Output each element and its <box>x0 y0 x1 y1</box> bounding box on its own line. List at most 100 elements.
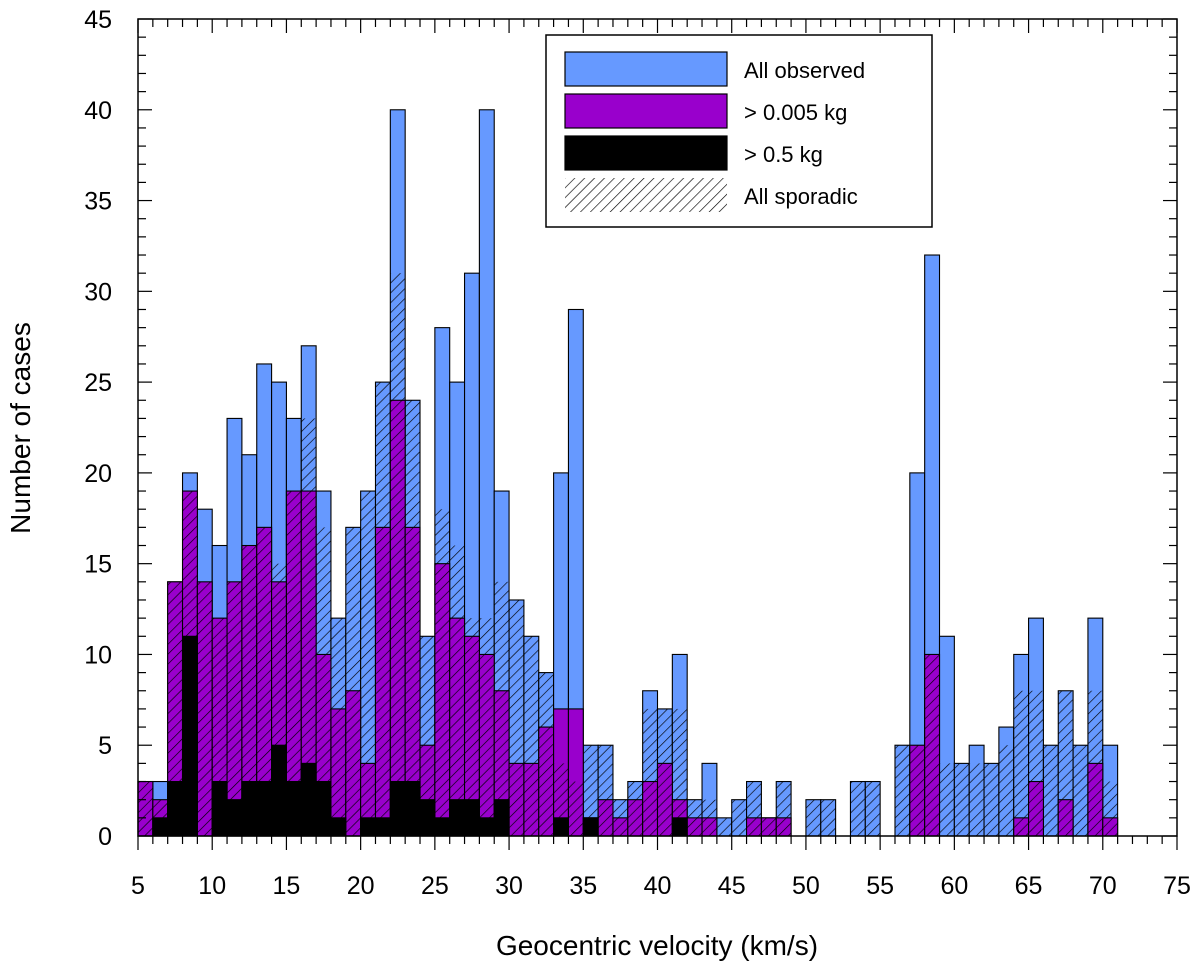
bar-all-sporadic <box>330 618 346 836</box>
x-tick-label: 15 <box>273 872 301 900</box>
bar-all-sporadic <box>672 708 688 836</box>
legend-label-05kg: > 0.5 kg <box>744 142 823 167</box>
bar-all-sporadic <box>642 708 658 836</box>
bar-all-sporadic <box>998 745 1014 836</box>
bar-all-sporadic <box>820 799 836 836</box>
x-tick-label: 5 <box>131 872 145 900</box>
bar-all-sporadic <box>375 382 391 836</box>
bar-all-sporadic <box>568 781 584 836</box>
bar-all-sporadic <box>1043 745 1059 836</box>
bar-all-sporadic <box>301 418 317 836</box>
y-axis-title: Number of cases <box>5 322 36 534</box>
bar-all-sporadic <box>776 781 792 836</box>
bar-all-sporadic <box>657 708 673 836</box>
bar-all-sporadic <box>256 527 272 836</box>
y-tick-label: 10 <box>84 641 112 669</box>
bar-all-sporadic <box>182 491 198 836</box>
x-tick-label: 55 <box>866 872 894 900</box>
bar-all-sporadic <box>316 527 331 836</box>
bar-all-sporadic <box>924 654 940 836</box>
axes-layer: 5 10 15 20 25 30 35 40 45 50 55 60 65 70 7505101520253… <box>84 6 1191 900</box>
bar-all-sporadic <box>939 763 955 836</box>
bar-all-sporadic <box>509 599 524 836</box>
legend: All observed > 0.005 kg > 0.5 kg All spo… <box>545 34 933 228</box>
bar-all-sporadic <box>702 799 717 836</box>
bar-all-sporadic <box>1102 781 1118 836</box>
x-axis-title: Geocentric velocity (km/s) <box>496 930 818 961</box>
bar-all-sporadic <box>627 781 643 836</box>
x-tick-label: 35 <box>569 872 597 900</box>
y-tick-label: 25 <box>84 369 112 397</box>
bar-all-sporadic <box>241 545 257 836</box>
bar-all-sporadic <box>167 581 183 836</box>
x-tick-label: 45 <box>718 872 746 900</box>
bar-all-sporadic <box>494 581 510 836</box>
legend-swatch-all-sporadic <box>565 178 727 212</box>
bar-all-sporadic <box>227 581 242 836</box>
bar-all-sporadic <box>612 799 628 836</box>
x-tick-label: 65 <box>1015 872 1043 900</box>
bar-all-sporadic <box>583 745 599 836</box>
bar-all-sporadic <box>212 618 228 836</box>
bar-all-sporadic <box>271 563 287 836</box>
x-tick-label: 60 <box>940 872 968 900</box>
series-all-sporadic <box>138 273 1118 837</box>
x-tick-label: 40 <box>644 872 672 900</box>
y-tick-label: 20 <box>84 460 112 488</box>
legend-swatch-05kg <box>564 135 728 171</box>
x-tick-label: 30 <box>495 872 523 900</box>
bar-all-sporadic <box>538 672 554 836</box>
bar-all-sporadic <box>138 781 153 836</box>
bar-all-sporadic <box>464 618 480 836</box>
bar-all-sporadic <box>1058 690 1074 836</box>
x-tick-label: 25 <box>421 872 449 900</box>
bar-all-sporadic <box>1087 690 1103 836</box>
bar-all-sporadic <box>553 763 569 836</box>
bar-all-sporadic <box>805 799 821 836</box>
bar-all-sporadic <box>731 799 747 836</box>
bar-all-sporadic <box>1073 745 1088 836</box>
legend-swatch-all-observed <box>564 51 728 87</box>
bar-all-sporadic <box>434 509 450 836</box>
legend-label-all-sporadic: All sporadic <box>744 184 858 209</box>
bar-all-sporadic <box>598 745 613 836</box>
x-tick-label: 75 <box>1163 872 1191 900</box>
bar-all-sporadic <box>865 781 881 836</box>
bar-all-sporadic <box>420 636 435 836</box>
bar-all-sporadic <box>969 763 985 836</box>
bar-all-sporadic <box>523 636 539 836</box>
bar-all-sporadic <box>449 545 465 836</box>
legend-label-all-observed: All observed <box>744 58 865 83</box>
legend-swatch-0005kg <box>564 93 728 129</box>
y-tick-label: 35 <box>84 188 112 216</box>
bar-all-sporadic <box>1013 690 1029 836</box>
bar-all-sporadic <box>954 763 970 836</box>
bar-all-sporadic <box>716 817 732 836</box>
y-tick-label: 5 <box>98 732 112 760</box>
bar-all-sporadic <box>360 491 376 836</box>
bar-all-sporadic <box>909 745 925 836</box>
bar-all-sporadic <box>894 745 910 836</box>
y-tick-label: 30 <box>84 278 112 306</box>
bar-all-sporadic <box>286 491 302 836</box>
bar-all-sporadic <box>687 799 703 836</box>
x-tick-label: 20 <box>347 872 375 900</box>
x-tick-label: 10 <box>198 872 226 900</box>
bars-layer <box>137 109 1119 837</box>
bar-all-sporadic <box>746 781 762 836</box>
bar-all-sporadic <box>479 618 495 836</box>
bar-all-sporadic <box>850 781 866 836</box>
bar-all-sporadic <box>984 763 999 836</box>
bar-all-sporadic <box>152 799 168 836</box>
bar-all-sporadic <box>761 817 777 836</box>
y-tick-label: 45 <box>84 6 112 34</box>
bar-all-sporadic <box>1028 690 1044 836</box>
x-tick-label: 50 <box>792 872 820 900</box>
bar-all-sporadic <box>390 273 406 837</box>
bar-all-sporadic <box>197 581 213 836</box>
bar-all-sporadic <box>405 400 421 836</box>
legend-label-0005kg: > 0.005 kg <box>744 100 847 125</box>
y-tick-label: 15 <box>84 551 112 579</box>
